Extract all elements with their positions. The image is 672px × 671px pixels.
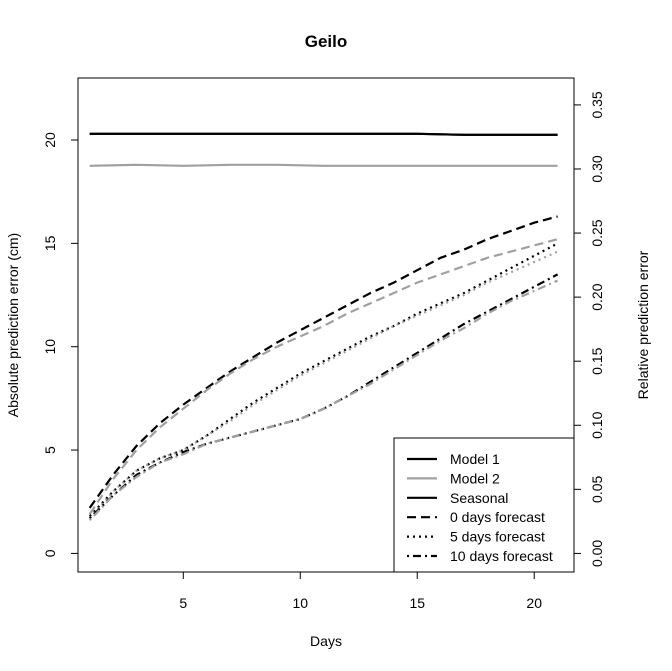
x-axis-label: Days	[310, 633, 342, 649]
y-right-tick-label-1: 0.05	[589, 476, 605, 503]
legend-label-2: Seasonal	[450, 490, 508, 506]
series-line-8	[88, 279, 559, 522]
plot-frame	[77, 77, 575, 573]
legend-box	[393, 437, 575, 573]
series-line-6	[88, 250, 559, 520]
chart-title: Geilo	[305, 32, 348, 51]
x-axis: 5 10 15 20	[179, 572, 542, 611]
y-tick-label-1: 5	[42, 446, 58, 454]
legend-label-1: Model 2	[450, 470, 500, 486]
y-tick-label-2: 10	[42, 339, 58, 355]
legend: Model 1 Model 2 Seasonal 0 days forecast 5 d…	[393, 437, 575, 573]
series-line-1	[89, 163, 558, 167]
y-right-tick-label-4: 0.20	[589, 283, 605, 310]
legend-label-4: 5 days forecast	[450, 529, 545, 545]
x-tick-label-3: 20	[526, 595, 542, 611]
x-tick-label-1: 10	[292, 595, 308, 611]
y-axis-left: 0 5 10 15 20	[42, 132, 78, 557]
y-right-tick-label-6: 0.30	[589, 155, 605, 182]
y-right-tick-label-7: 0.35	[589, 91, 605, 118]
x-tick-label-2: 15	[409, 595, 425, 611]
series-line-3	[88, 215, 558, 509]
y-tick-label-3: 15	[42, 235, 58, 251]
series-line-5	[88, 242, 559, 517]
legend-label-0: Model 1	[450, 451, 500, 467]
y-right-tick-label-3: 0.15	[589, 347, 605, 374]
y-right-tick-label-0: 0.00	[589, 540, 605, 567]
y-axis-right: 0.00 0.05 0.10 0.15 0.20 0.25 0.30 0.35	[574, 91, 605, 567]
y-right-tick-label-2: 0.10	[589, 411, 605, 438]
y-tick-label-0: 0	[42, 549, 58, 557]
y-right-tick-label-5: 0.25	[589, 219, 605, 246]
series-group	[88, 132, 559, 522]
legend-label-5: 10 days forecast	[450, 548, 553, 564]
legend-label-3: 0 days forecast	[450, 509, 545, 525]
y-axis-label-right: Relative prediction error	[635, 250, 651, 399]
series-line-2	[89, 132, 558, 136]
x-tick-label-0: 5	[179, 595, 187, 611]
y-tick-label-4: 20	[42, 132, 58, 148]
y-axis-label-left: Absolute prediction error (cm)	[5, 233, 21, 417]
